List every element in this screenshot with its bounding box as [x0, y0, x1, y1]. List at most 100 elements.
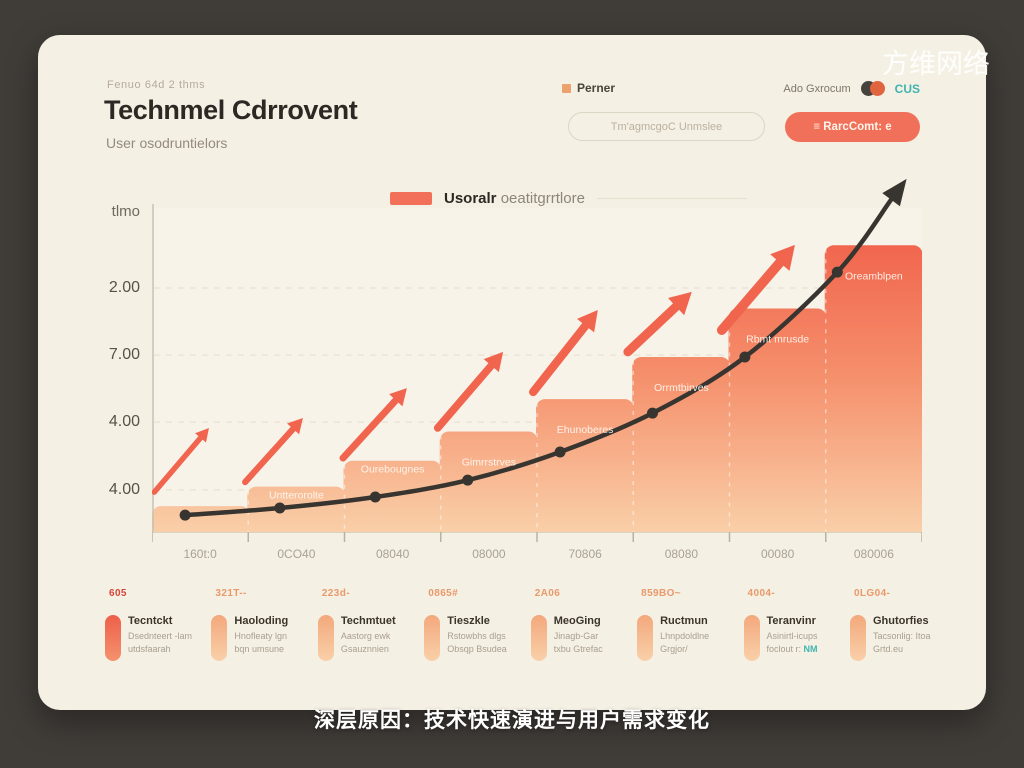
- growth-arrow-icon: [339, 388, 407, 462]
- eyebrow-text: Fenuo 64d 2 thms: [107, 79, 206, 91]
- stat-title: Teranvinr: [766, 615, 816, 627]
- stat-pill-icon: [211, 615, 228, 661]
- x-tick-label: 00080: [761, 547, 795, 560]
- stat-card[interactable]: 2A06 MeoGing Jinagb-Gar txbu Gtrefac: [530, 588, 631, 661]
- growth-chart: tlmo 2.00 7.00 4.00 4.00 160t:0 0CO40 08040 08…: [78, 160, 948, 565]
- curve-point: [369, 491, 381, 503]
- stat-pill-icon: [743, 615, 760, 661]
- stat-line-2: Grtd.eu: [872, 643, 903, 654]
- y-axis-title: tlmo: [111, 203, 140, 220]
- stat-highlight: NM: [803, 643, 818, 654]
- stat-pill-icon: [424, 615, 441, 661]
- curve-arrowhead-icon: [882, 178, 907, 207]
- stat-badge: 0LG04-: [853, 588, 891, 599]
- partner-swatch-icon: [562, 83, 571, 93]
- stat-title: Haoloding: [234, 615, 289, 627]
- area-step: [632, 357, 730, 532]
- legend-swatch: [390, 192, 432, 205]
- stat-title: Ghutorfies: [872, 615, 929, 627]
- stat-badge: 4004-: [747, 588, 776, 599]
- stat-title: Tieszkle: [447, 615, 490, 627]
- stat-pill-icon: [317, 615, 334, 661]
- legend-divider: [596, 198, 747, 199]
- stat-line-2: txbu Gtrefac: [553, 643, 603, 654]
- chart-canvas: 160t:0 0CO40 08040 08000 70806 08080 00080 0800…: [152, 178, 922, 560]
- stat-line-2: Gsauznnien: [340, 643, 389, 654]
- area-step: [439, 431, 538, 532]
- growth-arrow-icon: [623, 291, 692, 357]
- brand-watermark: 方维网络: [882, 49, 990, 79]
- y-tick-label: 7.00: [108, 346, 140, 364]
- curve-point: [831, 266, 843, 278]
- curve-point: [647, 407, 658, 419]
- stat-card[interactable]: 859BO~ Ructmun Lhnpdoldlne Grgjor/: [637, 588, 737, 661]
- stat-pill-icon: [849, 615, 866, 661]
- stat-card[interactable]: 0865# Tieszkle Rstowbhs dlgs Obsqp Bsude…: [424, 588, 524, 661]
- x-tick-label: 080006: [854, 547, 894, 560]
- y-tick-label: 2.00: [108, 279, 140, 297]
- x-tick-label: 160t:0: [183, 547, 217, 560]
- area-step: [247, 486, 345, 532]
- curve-point: [179, 509, 191, 521]
- stat-line-1: Hnofleaty lgn: [234, 631, 287, 641]
- stat-card[interactable]: 605 Tecntckt Dsednteert -lam utdsfaarah: [105, 588, 205, 661]
- legend-label: Usoralr oeatitgrrtlore: [444, 190, 585, 207]
- step-label: Orrmtbirves: [654, 382, 709, 394]
- stat-pill-icon: [637, 615, 654, 661]
- growth-arrow-icon: [152, 427, 209, 495]
- stat-pill-icon: [105, 615, 121, 661]
- stat-badge: 859BO~: [641, 588, 682, 599]
- x-tick-label: 08040: [376, 547, 410, 560]
- page-subtitle: User osodruntielors: [106, 135, 228, 151]
- x-tick-label: 08080: [665, 547, 699, 560]
- growth-arrow-icon: [528, 310, 598, 397]
- curve-point: [462, 474, 474, 486]
- stat-badge: 605: [109, 588, 127, 599]
- stat-line-1: Aastorg ewk: [340, 631, 391, 641]
- legend-item[interactable]: Usoralr oeatitgrrtlore: [390, 190, 747, 207]
- step-label: Oreamblpen: [845, 270, 903, 282]
- stat-card[interactable]: 0LG04- Ghutorfies Tacsonlig: Itoa Grtd.e…: [849, 588, 950, 661]
- curve-point: [739, 351, 751, 363]
- stat-badge: 2A06: [534, 588, 561, 599]
- growth-arrow-icon: [433, 351, 504, 432]
- x-tick-label: 70806: [568, 547, 602, 560]
- step-label: Gimrrstrves: [462, 457, 516, 469]
- stat-line-1: Jinagb-Gar: [553, 631, 599, 641]
- step-label: Untterorolte: [269, 490, 324, 502]
- stat-title: Ructmun: [660, 615, 708, 627]
- stat-card[interactable]: 321T-- Haoloding Hnofleaty lgn bqn umsun…: [211, 588, 311, 661]
- growth-arrow-icon: [716, 244, 795, 335]
- y-tick-label: 4.00: [108, 413, 140, 431]
- y-tick-label: 4.00: [108, 480, 140, 498]
- account-badge: CUS: [894, 81, 920, 96]
- stat-line-1: Tacsonlig: Itoa: [872, 631, 931, 641]
- avatar-group[interactable]: [860, 81, 885, 96]
- step-label: Ehunoberes: [557, 424, 614, 436]
- stat-line-2: utdsfaarah: [128, 643, 171, 654]
- curve-point: [274, 502, 286, 514]
- stat-line-2: Obsqp Bsudea: [447, 643, 507, 654]
- stat-card[interactable]: 223d- Techmtuet Aastorg ewk Gsauznnien: [317, 588, 418, 661]
- stat-line-2: bqn umsune: [234, 643, 284, 654]
- area-step: [824, 245, 922, 532]
- bottom-caption: 深层原因：技术快速演进与用户需求变化: [314, 709, 710, 732]
- page-title: Technmel Cdrrovent: [104, 95, 358, 125]
- stat-line-1: Dsednteert -lam: [128, 631, 193, 641]
- trend-curve: [179, 178, 907, 521]
- account-label: Ado Gxrocum: [783, 82, 851, 95]
- stat-line-1: Rstowbhs dlgs: [447, 631, 506, 641]
- stat-line-2: Grgjor/: [660, 643, 688, 654]
- stat-line-1: Asinirtl-icups: [766, 631, 818, 641]
- stat-card[interactable]: 4004- Teranvinr Asinirtl-icups foclout r…: [743, 588, 844, 661]
- avatar[interactable]: [869, 81, 885, 96]
- account-area[interactable]: Ado Gxrocum CUS: [783, 81, 920, 96]
- stats-row: 605 Tecntckt Dsednteert -lam utdsfaarah …: [105, 588, 950, 661]
- stat-title: Techmtuet: [340, 615, 396, 627]
- stat-badge: 0865#: [428, 588, 459, 599]
- search-input[interactable]: [568, 112, 765, 141]
- stat-pill-icon: [530, 615, 547, 661]
- primary-action-button[interactable]: ≡ RarcComt: e: [785, 112, 920, 142]
- x-tick-label: 08000: [472, 547, 506, 560]
